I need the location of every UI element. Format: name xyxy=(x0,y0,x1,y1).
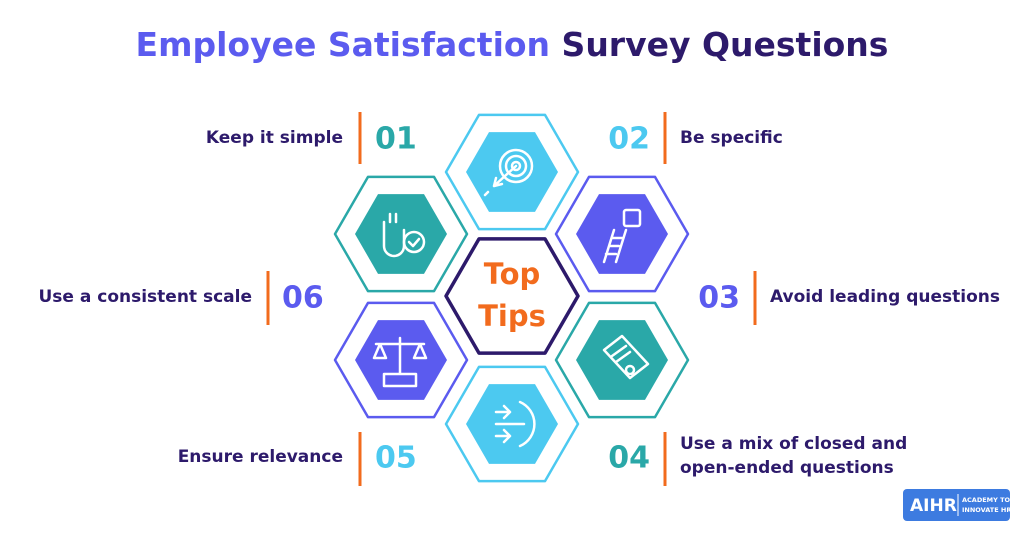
hexagon xyxy=(355,194,447,274)
center-line: Tips xyxy=(478,299,546,333)
tip-number: 06 xyxy=(282,281,324,316)
tip-text: Ensure relevance xyxy=(178,447,343,467)
title: Employee Satisfaction Survey Questions xyxy=(136,25,889,64)
hexagon xyxy=(576,320,668,400)
tip-number: 05 xyxy=(375,441,417,476)
title-rest: Survey Questions xyxy=(562,25,889,64)
logo-tagline: ACADEMY TO xyxy=(962,496,1011,504)
logo-tagline: INNOVATE HR xyxy=(962,506,1011,514)
tip-number: 04 xyxy=(608,441,650,476)
center-line: Top xyxy=(484,257,541,291)
logo-box xyxy=(903,489,1010,521)
logo-name: AIHR xyxy=(910,496,957,516)
icon-target xyxy=(483,148,534,197)
tip-text: open-ended questions xyxy=(680,458,894,478)
tip-text: Be specific xyxy=(680,128,783,148)
tip-number: 01 xyxy=(375,122,417,157)
title-highlight: Employee Satisfaction xyxy=(136,25,551,64)
icon-hand xyxy=(382,212,426,258)
icon-document xyxy=(602,334,650,380)
tip-text: Use a mix of closed and xyxy=(680,434,907,454)
tip-number: 03 xyxy=(698,281,740,316)
hexagon xyxy=(444,237,580,355)
hexagon xyxy=(576,194,668,274)
tip-text: Keep it simple xyxy=(206,128,343,148)
icons xyxy=(372,148,650,448)
icon-arrows xyxy=(494,400,536,448)
tip-number: 02 xyxy=(608,122,650,157)
icon-scale xyxy=(372,336,428,388)
tip-text: Use a consistent scale xyxy=(38,287,252,307)
logo: AIHR ACADEMY TO INNOVATE HR xyxy=(903,489,1011,521)
tip-text: Avoid leading questions xyxy=(770,287,1000,307)
icon-ladder xyxy=(602,208,642,264)
